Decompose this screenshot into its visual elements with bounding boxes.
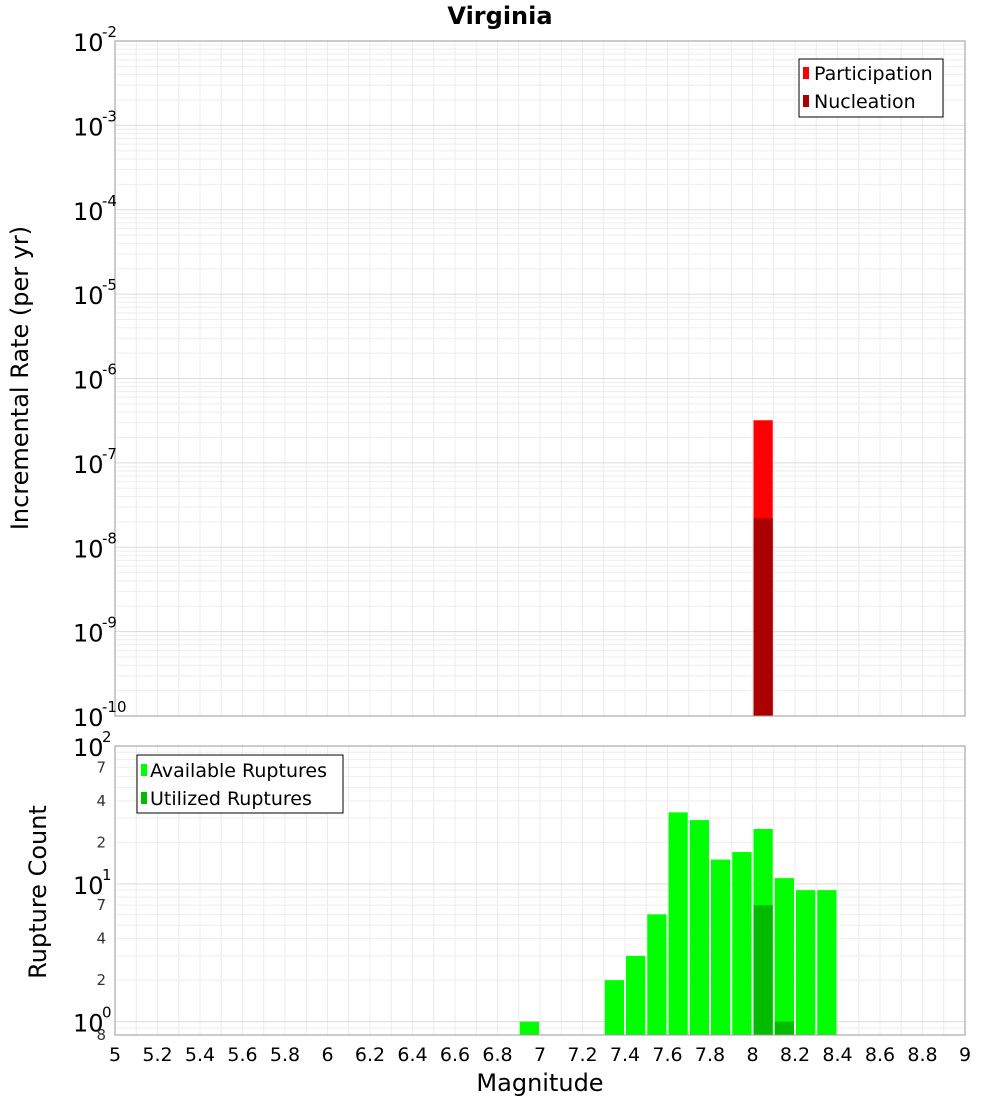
x-tick-label: 5.2 xyxy=(142,1044,172,1066)
bottom-legend: Available Ruptures Utilized Ruptures xyxy=(136,754,344,814)
y-tick-label: 10 xyxy=(73,367,104,395)
x-tick-label: 8.8 xyxy=(907,1044,937,1066)
y-minor-tick-label: 7 xyxy=(96,896,106,914)
x-tick-label: 7.8 xyxy=(695,1044,725,1066)
bar-available-ruptures xyxy=(519,1021,539,1035)
x-tick-label: 6.4 xyxy=(397,1044,427,1066)
y-minor-tick-label: 2 xyxy=(96,833,106,851)
y-tick-label: 10 xyxy=(73,29,104,57)
top-plot-frame xyxy=(114,40,966,717)
y-tick-label: 10 xyxy=(73,620,104,648)
y-tick-label: 10 xyxy=(73,451,104,479)
bar-available-ruptures xyxy=(817,890,837,1035)
top-legend: Participation Nucleation xyxy=(798,58,944,118)
top-legend-box xyxy=(798,58,944,118)
y-tick-label: 10 xyxy=(73,1010,104,1038)
x-tick-label: 8.4 xyxy=(822,1044,852,1066)
bottom-legend-box xyxy=(136,754,344,814)
legend-label-utilized-ruptures: Utilized Ruptures xyxy=(150,788,312,810)
x-tick-label: 7.4 xyxy=(610,1044,640,1066)
y-tick-label: 10 xyxy=(73,282,104,310)
x-tick-label: 7.2 xyxy=(567,1044,597,1066)
y-minor-tick-label: 7 xyxy=(96,758,106,776)
y-minor-tick-label: 2 xyxy=(96,971,106,989)
y-tick-exponent: -2 xyxy=(102,23,117,41)
y-tick-exponent: -3 xyxy=(102,107,117,125)
y-tick-exponent: -7 xyxy=(102,445,117,463)
y-tick-label: 10 xyxy=(73,198,104,226)
top-plot-bars xyxy=(753,420,773,716)
bar-nucleation xyxy=(753,518,773,716)
y-tick-label: 10 xyxy=(73,535,104,563)
y-minor-tick-label: 4 xyxy=(96,792,106,810)
y-tick-exponent: -10 xyxy=(102,698,127,716)
x-tick-label: 7.6 xyxy=(652,1044,682,1066)
bar-available-ruptures xyxy=(774,878,794,1035)
x-tick-label: 5.6 xyxy=(227,1044,257,1066)
legend-swatch-nucleation xyxy=(803,95,809,107)
top-y-tick-labels: 10-210-310-410-510-610-710-810-910-10 xyxy=(73,23,127,732)
bar-available-ruptures xyxy=(732,852,752,1035)
x-tick-label: 6.8 xyxy=(482,1044,512,1066)
x-tick-label: 8.2 xyxy=(780,1044,810,1066)
y-tick-exponent: -4 xyxy=(102,192,117,210)
x-tick-label: 8.6 xyxy=(865,1044,895,1066)
x-tick-label: 6 xyxy=(321,1044,333,1066)
bar-available-ruptures xyxy=(796,890,816,1035)
legend-swatch-participation xyxy=(803,67,809,79)
legend-swatch-available-ruptures xyxy=(141,764,147,776)
x-tick-labels: 5 5.2 5.4 5.6 5.8 6 6.2 6.4 6.6 6.8 7 7.2 7.4 7.6 7.8 8… xyxy=(109,1044,971,1066)
y-tick-label: 10 xyxy=(73,113,104,141)
y-tick-exponent: -5 xyxy=(102,276,117,294)
x-axis-title: Magnitude xyxy=(476,1069,603,1097)
bar-available-ruptures xyxy=(604,980,624,1035)
bar-available-ruptures xyxy=(626,955,646,1035)
y-tick-label: 10 xyxy=(73,734,104,762)
x-tick-label: 6.6 xyxy=(440,1044,470,1066)
y-tick-exponent: 1 xyxy=(102,866,112,884)
x-tick-label: 7 xyxy=(534,1044,546,1066)
x-tick-label: 6.2 xyxy=(355,1044,385,1066)
bottom-plot-frame xyxy=(114,745,966,1036)
y-tick-exponent: -8 xyxy=(102,529,117,547)
legend-swatch-utilized-ruptures xyxy=(141,792,147,804)
chart-title: Virginia xyxy=(447,2,552,30)
bar-utilized-ruptures xyxy=(774,1021,794,1035)
x-tick-label: 5.8 xyxy=(270,1044,300,1066)
x-tick-label: 5.4 xyxy=(185,1044,215,1066)
y-tick-exponent: 0 xyxy=(102,1004,112,1022)
legend-label-participation: Participation xyxy=(814,63,933,85)
top-y-axis-title: Incremental Rate (per yr) xyxy=(6,226,34,530)
legend-label-nucleation: Nucleation xyxy=(814,91,916,113)
y-minor-tick-label: 8 xyxy=(96,1026,106,1044)
y-tick-exponent: -9 xyxy=(102,614,117,632)
y-tick-exponent: 2 xyxy=(102,728,112,746)
legend-label-available-ruptures: Available Ruptures xyxy=(150,760,327,782)
x-tick-label: 5 xyxy=(109,1044,121,1066)
bottom-y-axis-title: Rupture Count xyxy=(24,805,52,979)
bar-utilized-ruptures xyxy=(753,905,773,1035)
y-tick-label: 10 xyxy=(73,872,104,900)
bar-available-ruptures xyxy=(689,820,709,1035)
y-tick-exponent: -6 xyxy=(102,361,117,379)
x-tick-label: 9 xyxy=(959,1044,971,1066)
bar-available-ruptures xyxy=(711,859,731,1035)
y-tick-label: 10 xyxy=(73,704,104,732)
bottom-plot-bars xyxy=(519,812,837,1035)
top-plot-gridlines xyxy=(115,41,965,716)
bar-available-ruptures xyxy=(647,914,667,1035)
bar-available-ruptures xyxy=(668,812,688,1035)
x-tick-label: 8 xyxy=(746,1044,758,1066)
y-minor-tick-label: 4 xyxy=(96,930,106,948)
